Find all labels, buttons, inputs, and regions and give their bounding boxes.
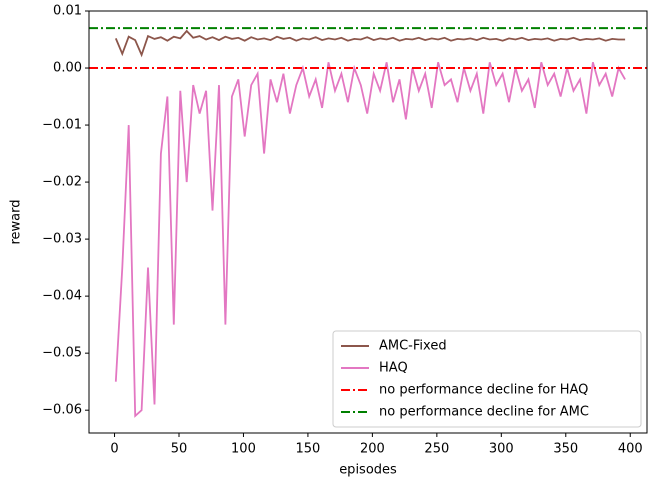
x-tick-label: 200 <box>360 442 385 457</box>
series-line <box>114 29 626 58</box>
legend-label: HAQ <box>379 361 408 376</box>
x-axis-label: episodes <box>339 463 397 478</box>
y-tick-label: 0.00 <box>53 61 82 76</box>
series-line <box>114 62 626 418</box>
x-tick-label: 150 <box>296 442 321 457</box>
y-tick-label: 0.01 <box>53 4 82 19</box>
y-tick-label: −0.01 <box>42 118 82 133</box>
y-tick-label: −0.05 <box>42 346 82 361</box>
y-tick-label: −0.02 <box>42 175 82 190</box>
x-tick-label: 350 <box>553 442 578 457</box>
x-tick-label: 250 <box>424 442 449 457</box>
legend-label: AMC-Fixed <box>379 339 447 354</box>
y-tick-label: −0.04 <box>42 289 82 304</box>
plot-frame <box>88 10 648 434</box>
x-tick-label: 400 <box>618 442 643 457</box>
x-tick-label: 50 <box>171 442 188 457</box>
y-axis-label: reward <box>9 199 24 244</box>
legend: AMC-Fixed HAQ no performance decline for H… <box>332 330 642 428</box>
legend-label: no performance decline for AMC <box>379 405 589 420</box>
y-tick-label: −0.06 <box>42 403 82 418</box>
legend-box <box>332 330 642 428</box>
y-tick-label: −0.03 <box>42 232 82 247</box>
x-tick-label: 300 <box>489 442 514 457</box>
legend-label: no performance decline for HAQ <box>379 383 588 398</box>
x-tick-label: 100 <box>231 442 256 457</box>
x-tick-label: 0 <box>110 442 118 457</box>
